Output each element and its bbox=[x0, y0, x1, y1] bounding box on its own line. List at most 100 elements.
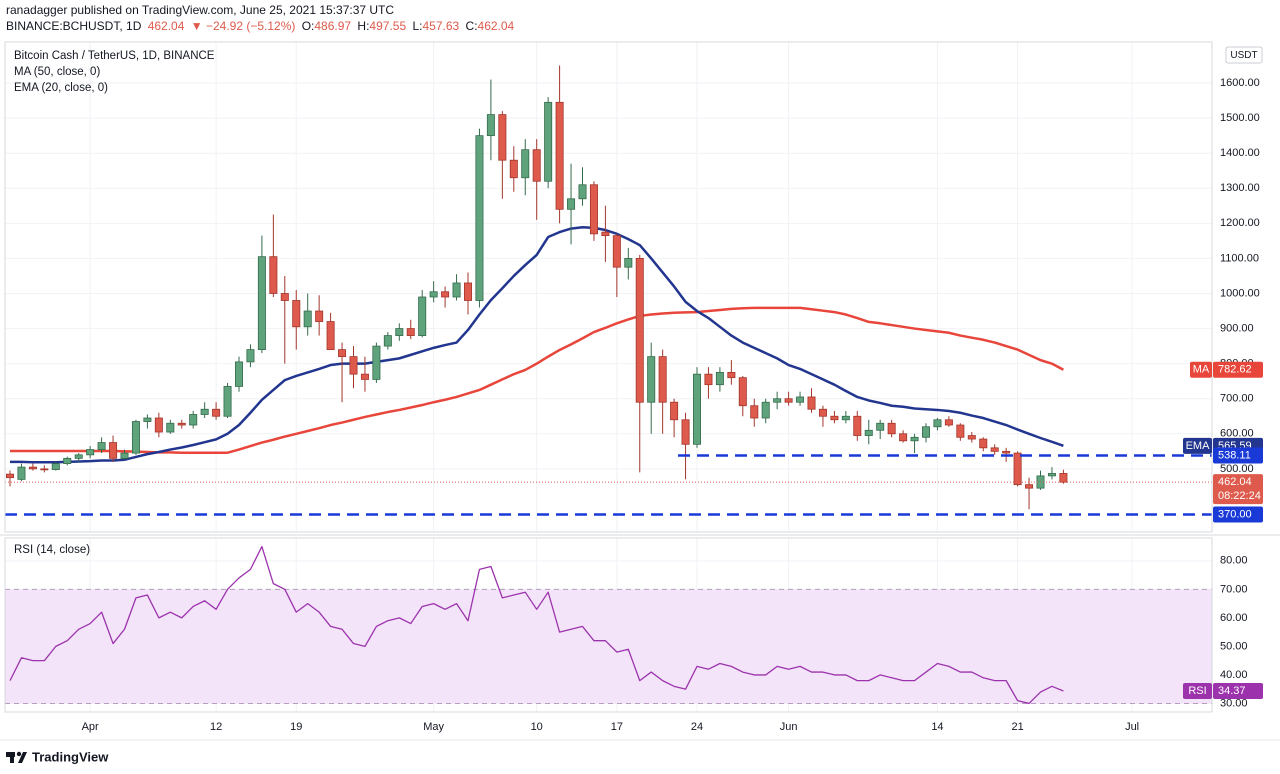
y-tick-label: 60.00 bbox=[1220, 612, 1248, 624]
candle-body bbox=[28, 466, 37, 470]
x-tick-label: 14 bbox=[931, 721, 943, 733]
candle-body bbox=[383, 335, 392, 347]
candle-body bbox=[555, 101, 564, 210]
candle-body bbox=[899, 433, 908, 442]
footer-brand: TradingView bbox=[32, 749, 109, 764]
candle-body bbox=[51, 463, 60, 470]
candle-body bbox=[933, 419, 942, 428]
candle-body bbox=[967, 435, 976, 440]
candle-body bbox=[532, 149, 541, 182]
candle-body bbox=[97, 442, 106, 450]
candle-body bbox=[807, 396, 816, 410]
series-tag bbox=[1190, 361, 1212, 378]
ohlc-value: 457.63 bbox=[422, 19, 459, 33]
y-tick-label: 1600.00 bbox=[1220, 77, 1260, 89]
candle-body bbox=[670, 401, 679, 421]
price-pane-border bbox=[4, 41, 1213, 533]
candle-body bbox=[452, 282, 461, 298]
candle-body bbox=[589, 184, 598, 235]
publisher-line: ranadagger published on TradingView.com,… bbox=[6, 3, 394, 17]
ohlc-key: H: bbox=[357, 19, 369, 33]
candle-body bbox=[395, 328, 404, 336]
candle-body bbox=[738, 377, 747, 407]
candle-body bbox=[796, 396, 805, 403]
legend-entry: MA (50, close, 0) bbox=[14, 66, 100, 78]
candle-body bbox=[372, 345, 381, 380]
candle-body bbox=[509, 159, 518, 179]
candle-body bbox=[727, 372, 736, 379]
y-tick-label: 40.00 bbox=[1220, 669, 1248, 681]
price-tag-value: 782.62 bbox=[1218, 364, 1252, 376]
candle-body bbox=[338, 349, 347, 358]
y-tick-label: 900.00 bbox=[1220, 322, 1254, 334]
series-tag-label: RSI bbox=[1188, 685, 1206, 697]
y-tick-label: 700.00 bbox=[1220, 393, 1254, 405]
candle-body bbox=[212, 408, 221, 417]
last-price: 462.04 bbox=[148, 19, 185, 33]
ohlc-key: O: bbox=[302, 19, 315, 33]
candle-body bbox=[864, 429, 873, 436]
countdown: 08:22:24 bbox=[1218, 490, 1261, 502]
axes: Apr 12 19 May 10 17 24 Jun 14 21 Jul 500.00 600.00 70… bbox=[82, 77, 1260, 733]
candle-body bbox=[1025, 484, 1034, 489]
y-tick-label: 1300.00 bbox=[1220, 182, 1260, 194]
candle-body bbox=[475, 135, 484, 301]
symbol-line: BINANCE:BCHUSDT, 1D 462.04 ▼ −24.92 (−5.… bbox=[6, 19, 515, 33]
ohlc-value: 462.04 bbox=[478, 19, 515, 33]
candle-body bbox=[681, 419, 690, 445]
candle-body bbox=[715, 372, 724, 386]
candle-body bbox=[280, 293, 289, 301]
y-tick-label: 1100.00 bbox=[1220, 252, 1259, 264]
price-tag bbox=[1213, 361, 1263, 378]
candle-body bbox=[612, 235, 621, 268]
candle-body bbox=[990, 447, 999, 452]
y-tick-label: 1000.00 bbox=[1220, 287, 1260, 299]
x-tick-label: 19 bbox=[290, 721, 302, 733]
rsi-band-fill bbox=[5, 589, 1212, 704]
candle-body bbox=[63, 457, 72, 465]
y-tick-label: 70.00 bbox=[1220, 583, 1248, 595]
price-tag bbox=[1213, 447, 1263, 464]
candle-body bbox=[154, 417, 163, 433]
candle-body bbox=[120, 452, 129, 459]
price-change: ▼ −24.92 (−5.12%) bbox=[191, 19, 296, 33]
candle-body bbox=[750, 405, 759, 419]
unit-label: USDT bbox=[1230, 50, 1257, 61]
price-tag bbox=[1213, 506, 1263, 523]
rsi-band bbox=[5, 588, 1212, 704]
x-tick-label: 17 bbox=[611, 721, 623, 733]
candle-body bbox=[1047, 473, 1056, 477]
rsi-pane-border bbox=[4, 537, 1213, 713]
candle-body bbox=[177, 422, 186, 426]
candle-body bbox=[841, 415, 850, 421]
candle-body bbox=[429, 291, 438, 298]
ohlc-key: L: bbox=[412, 19, 422, 33]
candle-body bbox=[315, 310, 324, 322]
candle-body bbox=[498, 114, 507, 161]
logo-part bbox=[16, 751, 22, 757]
candle-body bbox=[109, 442, 118, 459]
legend-entry: EMA (20, close, 0) bbox=[14, 82, 108, 94]
candle-body bbox=[441, 291, 450, 298]
candle-body bbox=[292, 300, 301, 328]
candle-body bbox=[647, 356, 656, 403]
candle-body bbox=[887, 422, 896, 435]
candle-body bbox=[189, 414, 198, 426]
candle-body bbox=[818, 408, 827, 417]
candle-body bbox=[463, 282, 472, 301]
x-tick-label: Jul bbox=[1125, 721, 1139, 733]
x-tick-label: 21 bbox=[1011, 721, 1023, 733]
candle-body bbox=[761, 401, 770, 419]
rsi-title: RSI (14, close) bbox=[14, 544, 90, 556]
price-tag bbox=[1213, 474, 1263, 505]
ohlc-value: 486.97 bbox=[314, 19, 351, 33]
candle-body bbox=[406, 328, 415, 336]
candle-body bbox=[131, 421, 140, 454]
candle-body bbox=[784, 398, 793, 403]
candle-body bbox=[544, 101, 553, 182]
y-tick-label: 50.00 bbox=[1220, 640, 1248, 652]
series-tag bbox=[1183, 682, 1212, 699]
levels bbox=[5, 454, 1212, 516]
candle-body bbox=[1059, 473, 1068, 483]
